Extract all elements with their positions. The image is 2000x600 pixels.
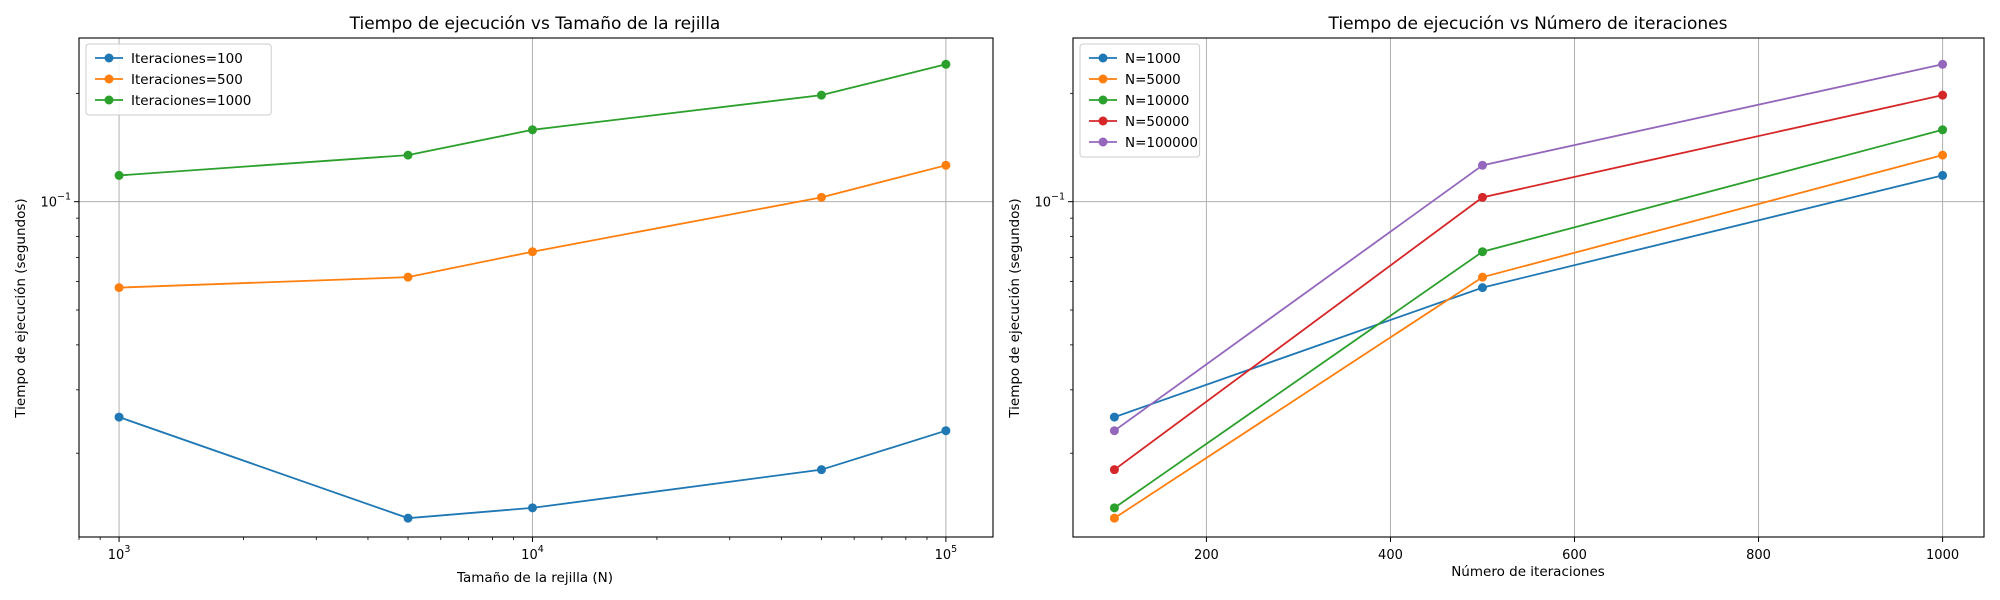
legend-marker: [104, 74, 114, 84]
data-point: [403, 513, 413, 523]
legend-box: [1079, 43, 1201, 158]
x-tick-label: 104: [521, 544, 544, 563]
x-tick-label: 200: [1194, 548, 1219, 563]
data-point: [114, 283, 124, 293]
legend-item: Iteraciones=100: [95, 51, 243, 67]
x-tick-label: 600: [1562, 548, 1587, 563]
legend-marker: [1098, 74, 1108, 84]
data-point: [1109, 465, 1119, 475]
series-line: [1114, 174, 1943, 418]
x-tick-label: 1000: [1926, 548, 1959, 563]
data-point: [816, 192, 826, 202]
data-point: [1938, 170, 1948, 180]
data-point: [1938, 59, 1948, 69]
data-point: [1938, 150, 1948, 160]
legend-marker: [104, 53, 114, 63]
data-point: [816, 465, 826, 475]
legend-label: Iteraciones=1000: [131, 93, 251, 109]
y-tick-label: 10−1: [40, 192, 71, 211]
data-point: [941, 426, 951, 436]
series-line: [1113, 63, 1943, 432]
data-point: [1109, 412, 1119, 422]
legend: N=1000 N=5000 N=10000 N=50000 N=100000: [1079, 43, 1201, 158]
legend: Iteraciones=100 Iteraciones=500 Iteracione…: [85, 43, 272, 116]
legend-item: N=100000: [1089, 135, 1198, 151]
series-line: [1113, 94, 1943, 471]
data-point: [1109, 513, 1119, 523]
x-tick-label: 103: [108, 544, 131, 563]
data-point: [403, 150, 413, 160]
legend-item: N=50000: [1089, 114, 1189, 130]
data-point: [1938, 90, 1948, 100]
data-point: [1109, 503, 1119, 513]
data-point: [1477, 160, 1487, 170]
data-point: [114, 170, 124, 180]
series-group: [1109, 59, 1948, 523]
gridlines: [1073, 38, 1984, 537]
legend-label: Iteraciones=100: [131, 51, 243, 67]
legend-item: Iteraciones=500: [95, 72, 243, 88]
legend-marker: [1098, 95, 1108, 105]
legend-label: N=10000: [1125, 93, 1189, 109]
legend-marker: [104, 95, 114, 105]
series-group: [114, 59, 951, 523]
legend-box: [85, 43, 272, 116]
legend-marker: [1098, 137, 1108, 147]
data-point: [527, 503, 537, 513]
data-point: [114, 412, 124, 422]
plot-frame: [1072, 37, 1985, 538]
legend-label: N=100000: [1125, 135, 1198, 151]
legend-label: N=1000: [1125, 51, 1181, 67]
data-point: [1477, 272, 1487, 282]
data-point: [941, 160, 951, 170]
legend-label: N=5000: [1125, 72, 1181, 88]
y-axis-label: Tiempo de ejecución (segundos): [1007, 198, 1023, 418]
data-point: [527, 125, 537, 135]
chart-title: Tiempo de ejecución vs Tamaño de la reji…: [349, 14, 721, 34]
data-point: [941, 59, 951, 69]
plot-frame: [78, 37, 994, 538]
chart-iterations: Tiempo de ejecución vs Número de iteraci…: [1007, 14, 1985, 580]
chart-title: Tiempo de ejecución vs Número de iteraci…: [1328, 14, 1728, 34]
x-tick-label: 400: [1378, 548, 1403, 563]
y-tick-label: 10−1: [1034, 192, 1065, 211]
data-point: [1109, 426, 1119, 436]
x-axis-label: Número de iteraciones: [1451, 564, 1605, 580]
legend-label: N=50000: [1125, 114, 1189, 130]
legend-item: N=1000: [1089, 51, 1181, 67]
legend-item: N=10000: [1089, 93, 1189, 109]
legend-marker: [1098, 116, 1108, 126]
data-point: [1477, 192, 1487, 202]
x-axis-label: Tamaño de la rejilla (N): [456, 570, 613, 586]
legend-label: Iteraciones=500: [131, 72, 243, 88]
chart-grid-size: Tiempo de ejecución vs Tamaño de la reji…: [13, 14, 994, 586]
data-point: [403, 272, 413, 282]
data-point: [1477, 247, 1487, 257]
legend-marker: [1098, 53, 1108, 63]
axis-ticks: 103 104 105 10−1: [40, 92, 958, 563]
data-point: [527, 247, 537, 257]
data-point: [1477, 283, 1487, 293]
x-tick-label: 800: [1746, 548, 1771, 563]
legend-item: N=5000: [1089, 72, 1181, 88]
data-point: [1938, 125, 1948, 135]
legend-item: Iteraciones=1000: [95, 93, 251, 109]
series-line: [1113, 154, 1943, 519]
axis-ticks: 200 400 600 800 1000 10−1: [1034, 92, 1959, 563]
data-point: [816, 90, 826, 100]
x-tick-label: 105: [935, 544, 958, 563]
y-axis-label: Tiempo de ejecución (segundos): [13, 198, 29, 418]
